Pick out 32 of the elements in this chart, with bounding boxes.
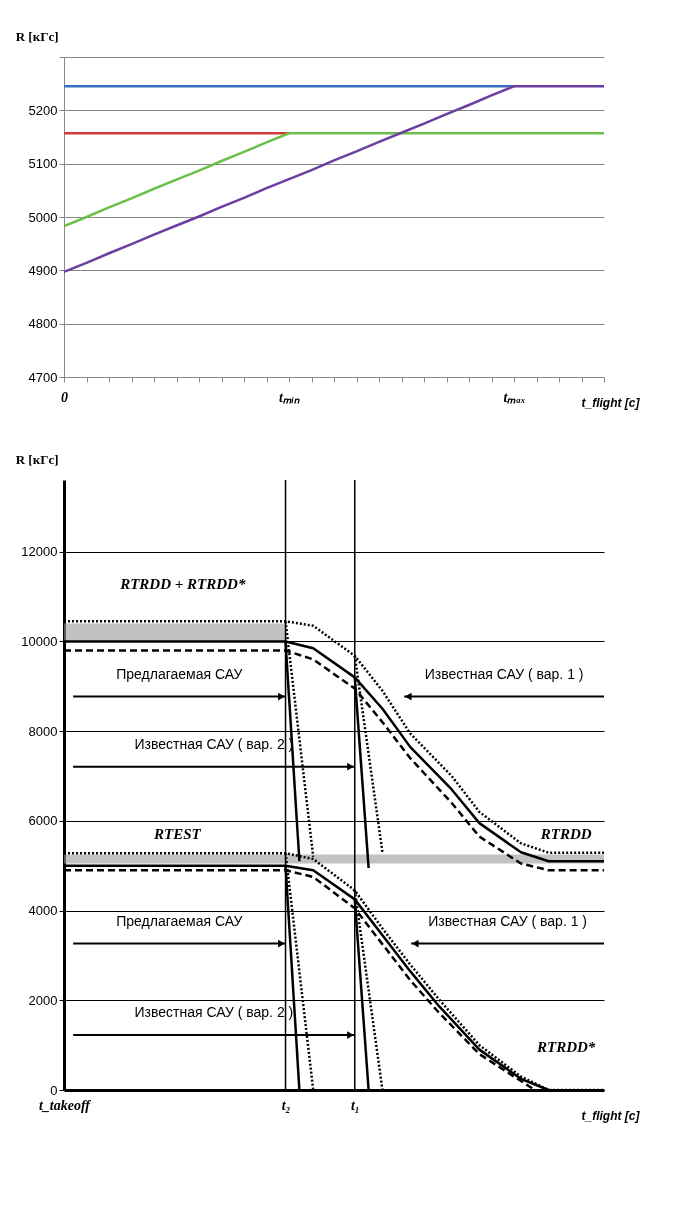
annotation: Известная САУ ( вар. 2 ) xyxy=(134,1004,294,1021)
x-tick-label: tₘₐₓ xyxy=(503,389,526,405)
y-tick-label: 4700 xyxy=(28,369,58,385)
y-tick-label: 5000 xyxy=(28,209,58,225)
x-axis-title: t_flight [с] xyxy=(581,395,641,410)
x-tick-label: t₁ xyxy=(350,1097,360,1113)
y-tick-label: 4900 xyxy=(28,262,58,278)
annotation: Предлагаемая САУ xyxy=(116,912,243,929)
x-tick-label: t₂ xyxy=(281,1097,291,1113)
annotation: RTRDD* xyxy=(536,1039,596,1056)
annotation: RTEST xyxy=(153,825,202,842)
y-tick-label: 4000 xyxy=(28,903,58,919)
x-tick-label: t_takeoff xyxy=(38,1097,92,1113)
annotation: RTRDD xyxy=(539,825,592,842)
y-tick-label: 6000 xyxy=(28,813,58,829)
y-tick-label: 12000 xyxy=(21,544,58,560)
annotation: RTRDD + RTRDD* xyxy=(119,575,246,592)
annotation: Известная САУ ( вар. 1 ) xyxy=(428,912,587,929)
y-axis-title: R [кГс] xyxy=(15,28,59,44)
x-axis-title: t_flight [с] xyxy=(581,1108,641,1123)
x-tick-label: tₘᵢₙ xyxy=(278,389,301,405)
y-tick-label: 0 xyxy=(50,1082,58,1098)
y-axis-title: R [кГс] xyxy=(15,451,59,467)
annotation: Известная САУ ( вар. 1 ) xyxy=(424,665,584,682)
y-tick-label: 5100 xyxy=(28,156,58,172)
y-tick-label: 10000 xyxy=(21,633,58,649)
annotation: Предлагаемая САУ xyxy=(116,665,243,682)
y-tick-label: 2000 xyxy=(28,992,58,1008)
y-tick-label: 4800 xyxy=(28,316,58,332)
y-tick-label: 5200 xyxy=(28,102,58,118)
y-tick-label: 8000 xyxy=(28,723,58,739)
x-tick-label: 0 xyxy=(61,389,68,405)
